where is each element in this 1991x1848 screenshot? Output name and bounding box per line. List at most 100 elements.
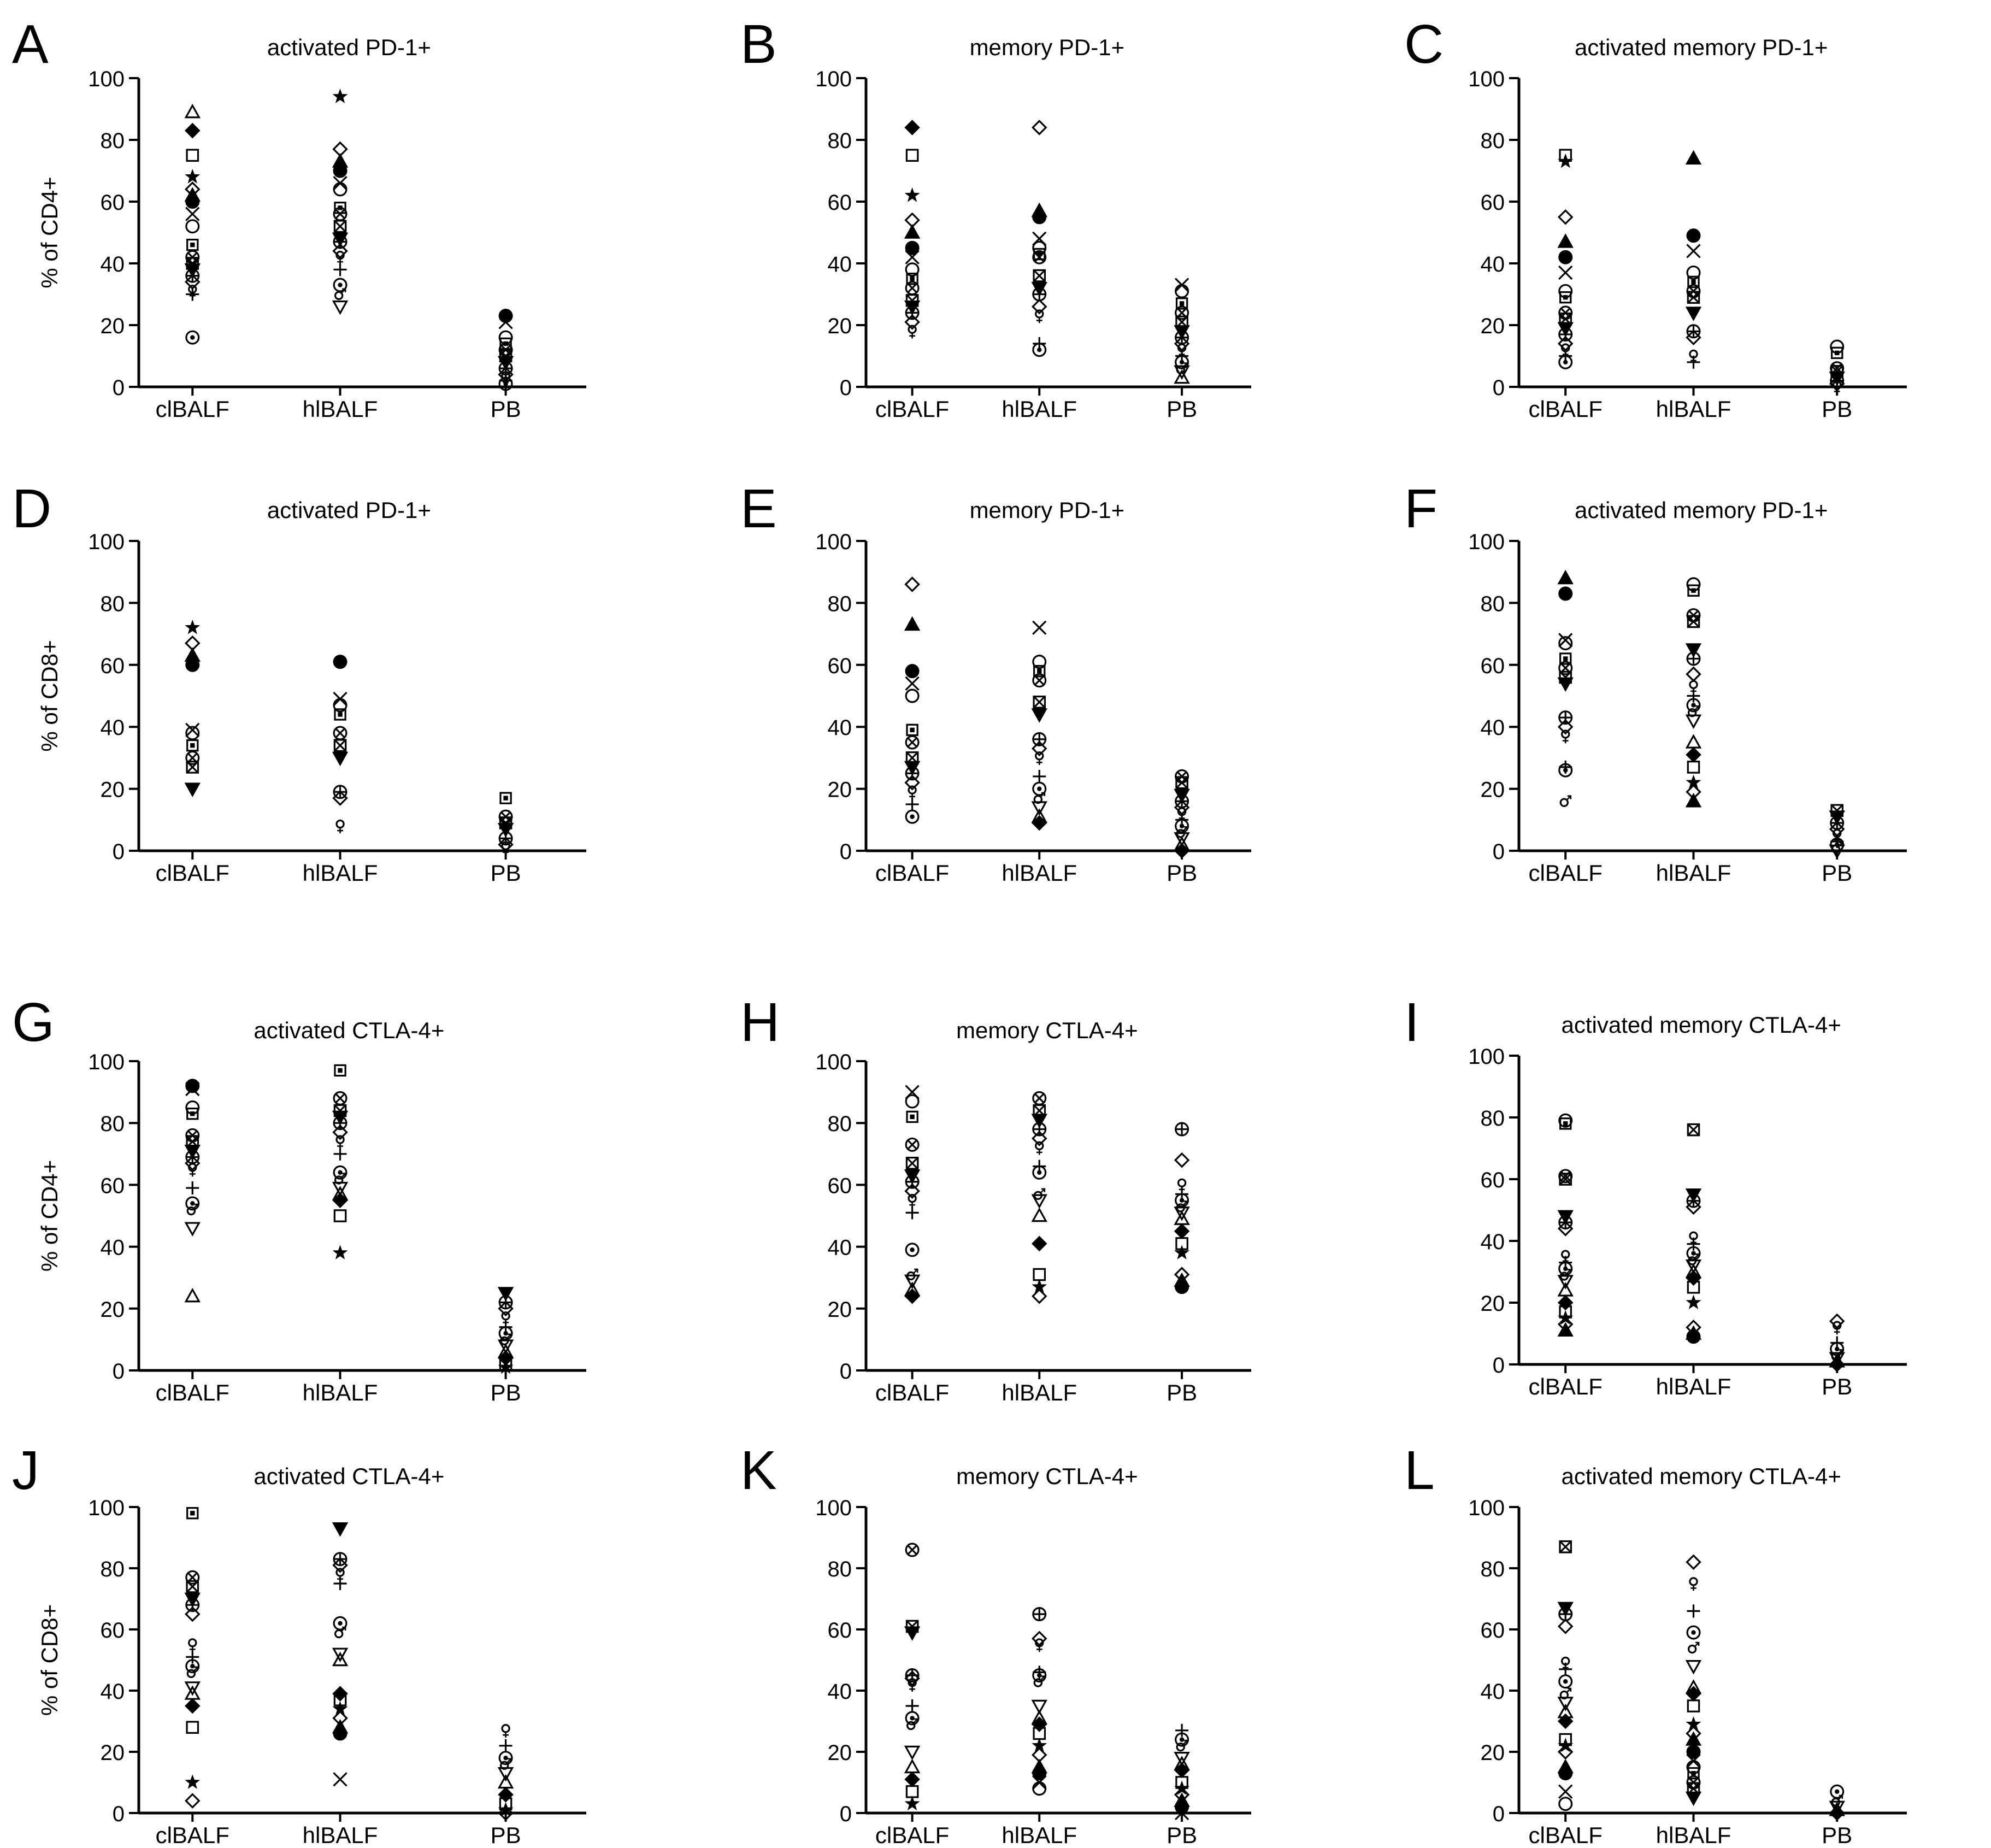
series-clbalf [184,1507,201,1809]
data-point [1559,1690,1569,1700]
data-point [334,1629,344,1639]
data-point [905,1206,919,1220]
data-point [1174,1207,1190,1221]
data-point [1686,666,1701,682]
data-point [905,250,920,264]
data-point [185,722,200,738]
data-point [1557,677,1574,692]
series-clbalf [1557,1113,1574,1337]
data-point [904,120,920,136]
data-point [186,739,199,752]
data-point [1829,1313,1845,1329]
data-point [1559,1117,1572,1130]
panel-letter: H [740,992,780,1053]
data-point [1686,1716,1701,1731]
y-tick-label: 60 [828,1619,852,1643]
data-point [1033,664,1046,678]
data-point [1687,1699,1700,1712]
y-tick-label: 60 [828,1174,852,1198]
data-point [1687,1123,1700,1137]
y-axis-label: % of CD4+ [37,176,62,288]
x-tick-label: hlBALF [303,1822,378,1848]
data-point [1174,365,1190,380]
data-point [1032,1738,1047,1752]
data-point [1558,633,1573,648]
data-point [332,751,349,767]
data-point [1032,1165,1047,1180]
data-point [904,1288,920,1304]
y-tick-label: 100 [815,530,852,554]
data-point [332,1192,348,1208]
y-tick-label: 80 [101,1112,125,1136]
data-point [333,278,347,292]
y-tick-label: 60 [101,654,125,678]
data-point [1558,153,1574,168]
data-point [1687,1767,1700,1780]
y-tick-label: 40 [1481,1230,1505,1254]
series-pb [497,1723,514,1821]
series-pb [1829,1313,1845,1373]
data-point [1175,1732,1189,1747]
data-point [1031,1131,1047,1146]
data-point [1685,643,1702,658]
y-tick-label: 40 [101,1236,125,1260]
x-tick-label: hlBALF [303,860,378,886]
y-tick-label: 40 [101,1680,125,1704]
data-point [1032,343,1047,357]
data-point [1176,1742,1185,1752]
data-point [184,103,201,119]
data-point [185,1698,201,1714]
y-tick-label: 80 [828,129,852,153]
data-point [186,1650,199,1664]
data-point [1174,1752,1190,1767]
x-tick-label: hlBALF [1002,1380,1077,1405]
data-point [186,1108,199,1120]
data-point [1032,673,1047,688]
data-point [1031,120,1047,136]
data-point [1558,1784,1573,1799]
panel-letter: I [1404,992,1419,1053]
data-point [908,1678,917,1687]
data-point [1829,1356,1845,1373]
data-point [497,1339,514,1355]
y-tick-label: 100 [1468,530,1505,554]
data-point [1557,1744,1574,1760]
data-point [1685,1660,1702,1675]
data-point [501,1311,510,1321]
data-point [332,89,348,103]
data-point [1558,661,1573,675]
data-point [186,1721,199,1734]
data-point [1687,584,1700,597]
y-tick-label: 80 [101,1557,125,1581]
data-point [335,819,345,829]
y-tick-label: 40 [1481,1680,1505,1704]
data-point [1687,1604,1700,1618]
data-point [1174,832,1190,847]
data-point [1032,655,1047,669]
data-point [905,797,919,811]
series-hlbalf [1685,1123,1702,1344]
panel-letter: L [1404,1440,1435,1501]
y-tick-label: 100 [815,1496,852,1520]
series-pb [497,792,514,855]
data-point [1032,250,1047,264]
y-tick-label: 0 [113,840,125,864]
data-point [1685,1260,1702,1274]
y-tick-label: 80 [828,592,852,616]
data-point [1558,1797,1573,1811]
data-point [185,1774,201,1789]
x-tick-label: PB [1167,1822,1197,1848]
y-tick-label: 20 [101,778,125,802]
data-point [184,1222,201,1237]
data-point [498,1359,514,1374]
data-point [1558,355,1573,369]
data-point [1685,714,1702,729]
data-point [904,187,920,202]
data-point [186,1206,196,1216]
x-tick-label: hlBALF [1002,396,1077,422]
data-point [906,1110,918,1123]
